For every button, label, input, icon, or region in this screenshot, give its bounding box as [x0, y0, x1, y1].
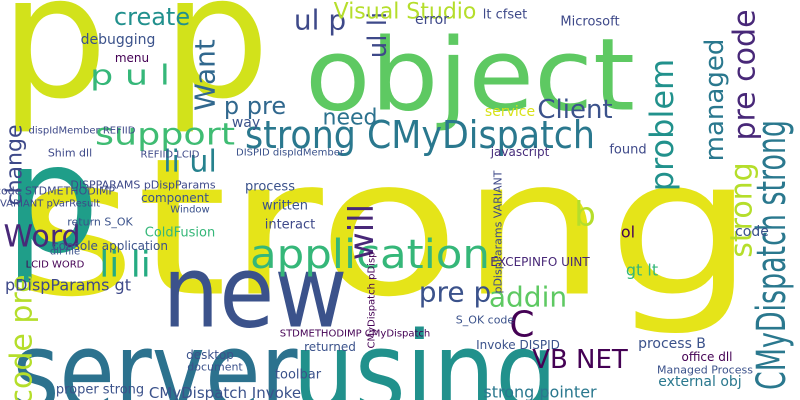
word: new	[163, 234, 348, 351]
word: toolbar	[275, 368, 322, 383]
word: written	[262, 199, 308, 214]
word: error	[415, 12, 449, 28]
word: lt cfset	[483, 8, 527, 23]
word: Word	[3, 220, 80, 255]
word: pDispParams VARIANT	[492, 170, 505, 293]
word: need	[323, 106, 378, 131]
word: server	[13, 308, 299, 400]
word: Microsoft	[560, 15, 619, 30]
word: problem	[643, 59, 681, 191]
word: will	[342, 204, 382, 260]
word: addin	[489, 281, 567, 314]
word: LCID WORD	[26, 260, 85, 271]
word: REFIID LCID	[141, 150, 200, 161]
word: return S_OK	[67, 216, 133, 229]
word: CMyDispatch Invoke	[149, 384, 301, 400]
word: javascript	[490, 145, 550, 159]
word: Want	[189, 39, 222, 111]
word: strong	[15, 118, 755, 339]
word: DISPPARAMS pDispParams	[70, 179, 216, 192]
word: li li	[99, 245, 150, 286]
word: found	[609, 143, 646, 158]
word: Visual Studio	[334, 0, 477, 25]
word: desktop	[186, 348, 234, 362]
word: Shim dll	[48, 147, 92, 160]
word: Invoke DISPID	[476, 338, 560, 352]
word: way	[232, 115, 260, 131]
word: process B	[638, 336, 706, 352]
word: dispIdMember REFIID	[29, 126, 136, 137]
word: support	[95, 118, 235, 153]
word: office dll	[681, 350, 732, 364]
word: strong pointer	[483, 383, 597, 400]
word: using	[293, 308, 558, 400]
word: proper strong	[56, 383, 144, 398]
word: VARIANT pVarResult	[0, 199, 100, 210]
word: EXCEPINFO UINT	[490, 255, 590, 269]
word: code STDMETHODIMP	[0, 185, 115, 198]
word: create	[114, 3, 190, 31]
word: Client	[537, 95, 612, 125]
word: external obj	[658, 374, 741, 390]
word: managed	[700, 39, 730, 162]
word: Managed Process	[657, 364, 753, 377]
word: strong CMyDispatch	[245, 113, 595, 157]
word: code	[735, 224, 769, 240]
word: C	[509, 305, 534, 346]
word: ColdFusion	[145, 226, 215, 241]
word: service	[485, 104, 535, 120]
word: p u l	[90, 59, 170, 92]
word: strong	[725, 162, 760, 257]
word: DISPID dispIdMember	[236, 148, 345, 159]
word: p	[4, 113, 99, 287]
word: dll file	[50, 247, 80, 258]
word: menu	[115, 51, 149, 65]
word: p pre	[224, 92, 286, 120]
word: S_OK code	[456, 314, 515, 327]
word: document	[187, 361, 243, 374]
word: code pre	[5, 274, 40, 400]
word: debugging	[81, 32, 156, 48]
word: process	[245, 180, 295, 195]
word: STDMETHODIMP CMyDispatch	[280, 329, 431, 340]
word: Window	[170, 205, 209, 216]
word: CMyDispatch strong	[749, 120, 795, 390]
word: pre p	[419, 276, 492, 309]
word: pDispParams gt	[5, 276, 131, 295]
word: ol	[621, 223, 635, 242]
word: interact	[265, 218, 316, 233]
word: CMyDispatch pDisp	[367, 251, 378, 348]
word: pre code	[728, 9, 763, 140]
word: object	[305, 17, 635, 134]
word: component	[141, 191, 209, 205]
word: li ul	[163, 145, 217, 180]
word: ul p	[294, 4, 346, 37]
word: VB NET	[532, 345, 628, 375]
word: b	[574, 195, 596, 235]
word: console application	[52, 239, 168, 253]
word: gt lt	[626, 261, 658, 280]
word: change	[3, 125, 28, 206]
word: p p	[0, 0, 270, 137]
word: application	[250, 232, 490, 278]
word: ul li	[363, 12, 393, 58]
word: returned	[304, 340, 356, 354]
